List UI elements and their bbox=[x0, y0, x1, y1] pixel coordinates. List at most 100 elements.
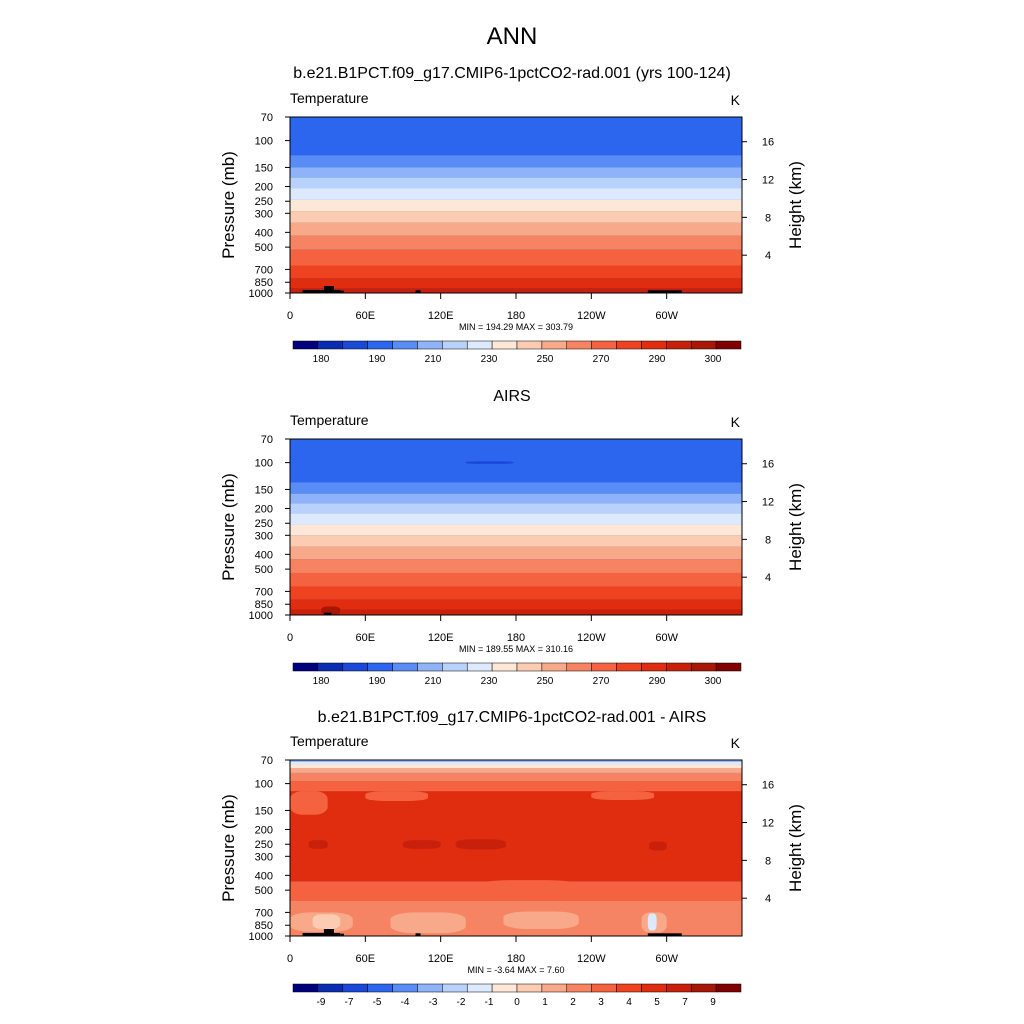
colorbar-label: 9 bbox=[710, 997, 716, 1008]
colorbar-label: 230 bbox=[481, 354, 498, 365]
contour-band bbox=[290, 772, 742, 781]
colorbar-swatch bbox=[715, 340, 742, 350]
y-tick-label: 850 bbox=[255, 920, 273, 932]
panel-1: b.e21.B1PCT.f09_g17.CMIP6-1pctCO2-rad.00… bbox=[219, 65, 805, 365]
contour-patch bbox=[465, 461, 514, 464]
y-tick-label: 70 bbox=[261, 755, 273, 767]
y-tick-label: 1000 bbox=[249, 288, 273, 300]
x-tick-label: 120E bbox=[428, 632, 454, 644]
colorbar-swatch bbox=[541, 983, 568, 993]
y-tick-label: 500 bbox=[255, 564, 273, 576]
y-tick-label: 150 bbox=[255, 805, 273, 817]
contour-band bbox=[290, 235, 742, 250]
panel-title: AIRS bbox=[493, 388, 530, 405]
y-tick-label: 70 bbox=[261, 434, 273, 446]
y-tick-label: 850 bbox=[255, 277, 273, 289]
colorbar-swatch bbox=[491, 983, 518, 993]
min-max-stats: MIN = -3.64 MAX = 7.60 bbox=[467, 965, 564, 975]
colorbar-swatch bbox=[466, 662, 493, 672]
contour-band bbox=[290, 524, 742, 536]
x-tick-label: 180 bbox=[507, 953, 525, 965]
topography-mask bbox=[415, 933, 421, 936]
y-tick-label: 300 bbox=[255, 208, 273, 220]
colorbar-swatch bbox=[616, 983, 642, 993]
contour-band bbox=[290, 222, 742, 236]
x-tick-label: 0 bbox=[287, 632, 293, 644]
variable-label: Temperature bbox=[290, 733, 369, 749]
colorbar-label: -7 bbox=[345, 997, 354, 1008]
contour-band bbox=[290, 211, 742, 223]
contour-patch bbox=[591, 791, 655, 800]
contour-patch bbox=[312, 914, 341, 930]
topography-mask bbox=[340, 290, 344, 293]
colorbar-swatch bbox=[566, 340, 592, 350]
colorbar-swatch bbox=[466, 983, 493, 993]
colorbar-label: 270 bbox=[593, 354, 610, 365]
colorbar-label: 270 bbox=[593, 676, 610, 687]
contour-patch bbox=[647, 913, 657, 931]
colorbar-swatch bbox=[317, 983, 344, 993]
y-tick-label: 400 bbox=[255, 227, 273, 239]
colorbar-swatch bbox=[292, 662, 319, 672]
units-label: K bbox=[731, 414, 741, 430]
y-tick-label: 400 bbox=[255, 549, 273, 561]
min-max-stats: MIN = 194.29 MAX = 303.79 bbox=[459, 322, 573, 332]
x-tick-label: 60E bbox=[356, 632, 376, 644]
y-tick-label: 300 bbox=[255, 851, 273, 863]
contour-patch bbox=[365, 791, 429, 801]
x-tick-label: 180 bbox=[507, 310, 525, 322]
units-label: K bbox=[731, 92, 741, 108]
x-tick-label: 60E bbox=[356, 953, 376, 965]
y2-tick-label: 12 bbox=[762, 497, 774, 509]
colorbar-swatch bbox=[392, 662, 418, 672]
y-tick-label: 150 bbox=[255, 484, 273, 496]
panel-title: b.e21.B1PCT.f09_g17.CMIP6-1pctCO2-rad.00… bbox=[318, 709, 707, 726]
contour-patch bbox=[503, 911, 579, 930]
panel-title: b.e21.B1PCT.f09_g17.CMIP6-1pctCO2-rad.00… bbox=[293, 65, 731, 82]
topography-mask bbox=[415, 290, 421, 293]
colorbar-label: 5 bbox=[654, 997, 660, 1008]
contour-band bbox=[290, 140, 742, 156]
colorbar-label: 2 bbox=[570, 997, 576, 1008]
colorbar-label: 210 bbox=[425, 354, 442, 365]
contour-band bbox=[290, 177, 742, 189]
colorbar-swatch bbox=[516, 340, 543, 350]
colorbar-swatch bbox=[442, 340, 468, 350]
contour-band bbox=[290, 780, 742, 792]
colorbar-swatch bbox=[690, 662, 717, 672]
colorbar-swatch bbox=[541, 662, 568, 672]
colorbar-swatch bbox=[591, 662, 617, 672]
contour-band bbox=[290, 167, 742, 178]
contour-band bbox=[290, 249, 742, 266]
colorbar-label: 210 bbox=[425, 676, 442, 687]
x-tick-label: 120E bbox=[428, 953, 454, 965]
y2-tick-label: 16 bbox=[762, 780, 774, 792]
colorbar-label: 250 bbox=[537, 676, 554, 687]
colorbar-swatch bbox=[292, 340, 319, 350]
contour-band bbox=[290, 278, 742, 289]
colorbar-label: 290 bbox=[649, 354, 666, 365]
colorbar-swatch bbox=[641, 983, 667, 993]
variable-label: Temperature bbox=[290, 412, 369, 428]
y-tick-label: 850 bbox=[255, 599, 273, 611]
colorbar-swatch bbox=[641, 662, 667, 672]
y-tick-label: 200 bbox=[255, 824, 273, 836]
contour-patch bbox=[649, 841, 667, 851]
contour-band bbox=[290, 768, 742, 773]
panels: b.e21.B1PCT.f09_g17.CMIP6-1pctCO2-rad.00… bbox=[219, 65, 805, 1008]
colorbar-swatch bbox=[367, 340, 393, 350]
colorbar-swatch bbox=[392, 340, 418, 350]
contour-band bbox=[290, 760, 742, 762]
y-axis-label: Pressure (mb) bbox=[219, 794, 238, 902]
colorbar-swatch bbox=[317, 340, 344, 350]
colorbar-swatch bbox=[566, 662, 592, 672]
colorbar-label: 230 bbox=[481, 676, 498, 687]
y2-tick-label: 16 bbox=[762, 137, 774, 149]
colorbar-swatch bbox=[417, 983, 443, 993]
y2-tick-label: 12 bbox=[762, 175, 774, 187]
colorbar-swatch bbox=[417, 662, 443, 672]
colorbar-label: 190 bbox=[369, 354, 386, 365]
colorbar-swatch bbox=[690, 340, 717, 350]
